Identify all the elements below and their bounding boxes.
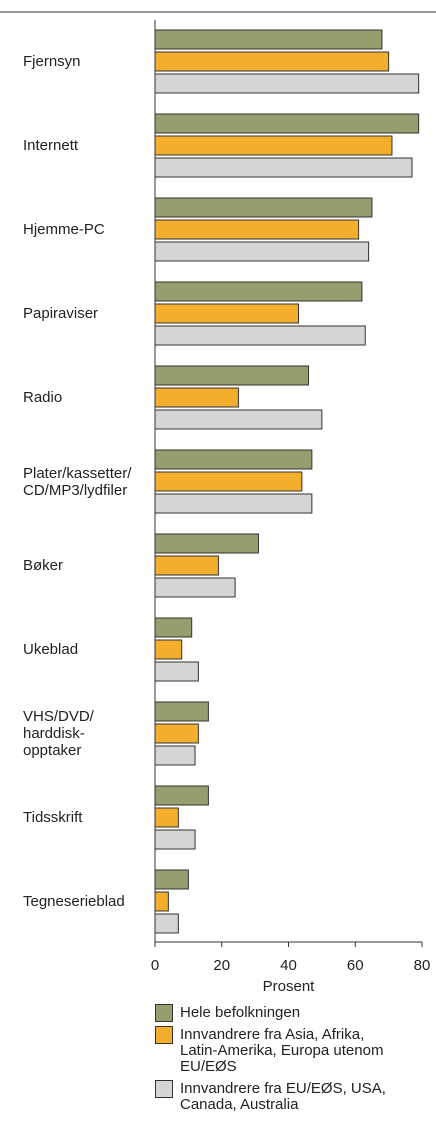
bar	[154, 891, 169, 912]
category-label: Fjernsyn	[23, 53, 81, 70]
category-label: Ukeblad	[23, 641, 79, 658]
category-label: Plater/kassetter/ CD/MP3/lydfiler	[23, 464, 132, 499]
bar	[154, 157, 413, 178]
bar	[154, 701, 209, 722]
category-label: Tidsskrift	[23, 809, 83, 826]
bar	[154, 135, 393, 156]
legend-label: Innvandrere fra EU/EØS, USA, Canada, Aus…	[180, 1080, 386, 1113]
category-label: VHS/DVD/ harddisk- opptaker	[23, 708, 94, 759]
category-label: Papiraviser	[23, 305, 99, 322]
bar	[154, 325, 366, 346]
x-tick-label: 60	[347, 957, 364, 974]
bar	[154, 281, 363, 302]
bar	[154, 555, 219, 576]
category-label: Bøker	[23, 557, 64, 574]
x-axis-label: Prosent	[263, 978, 316, 995]
bar	[154, 471, 303, 492]
legend-swatch	[155, 1004, 173, 1022]
bar	[154, 533, 259, 554]
legend-swatch	[155, 1080, 173, 1098]
bar	[154, 745, 196, 766]
bar	[154, 723, 199, 744]
bar	[154, 219, 360, 240]
category-label: Internett	[23, 137, 79, 154]
category-label: Hjemme-PC	[23, 221, 105, 238]
bar	[154, 387, 239, 408]
bar	[154, 829, 196, 850]
x-tick-label: 0	[151, 957, 159, 974]
bar	[154, 409, 323, 430]
bar	[154, 617, 193, 638]
x-tick-label: 40	[280, 957, 297, 974]
legend-swatch	[155, 1026, 173, 1044]
bar	[154, 51, 390, 72]
bar	[154, 113, 420, 134]
bar	[154, 785, 209, 806]
category-label: Tegneserieblad	[23, 893, 125, 910]
bar	[154, 493, 313, 514]
bar	[154, 577, 236, 598]
legend-label: Hele befolkningen	[180, 1004, 301, 1021]
bar	[154, 197, 373, 218]
bar	[154, 913, 179, 934]
bar	[154, 807, 179, 828]
legend-label: Innvandrere fra Asia, Afrika, Latin-Amer…	[180, 1026, 384, 1075]
bar	[154, 639, 183, 660]
category-label: Radio	[23, 389, 63, 406]
bar	[154, 73, 420, 94]
bar	[154, 449, 313, 470]
bar	[154, 869, 189, 890]
bar	[154, 303, 300, 324]
x-tick-label: 20	[213, 957, 230, 974]
bar	[154, 241, 370, 262]
bar	[154, 661, 199, 682]
x-tick-label: 80	[414, 957, 431, 974]
bar	[154, 29, 383, 50]
bar	[154, 365, 310, 386]
